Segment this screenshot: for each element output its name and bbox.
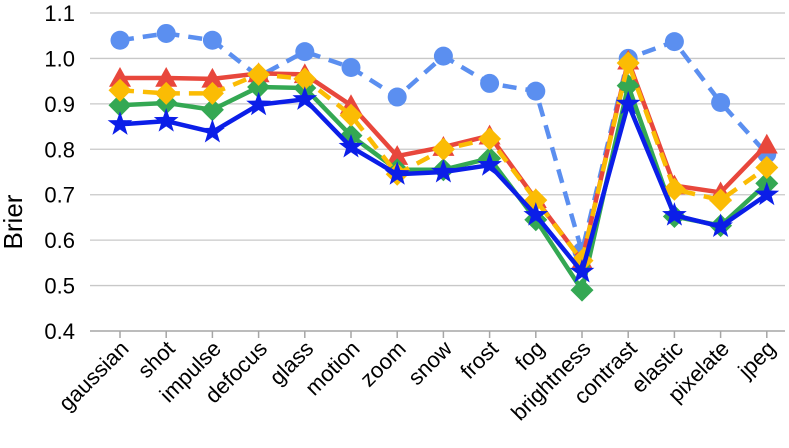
data-point [153,108,179,132]
data-point [480,73,500,93]
y-tick-label: 0.7 [44,183,75,208]
data-point [109,66,131,87]
y-tick-label: 0.8 [44,137,75,162]
data-point [202,30,222,50]
data-point [433,46,453,66]
data-point [295,42,315,62]
data-point [662,177,686,201]
x-tick-label: zoom [355,336,411,392]
data-point [523,202,549,226]
data-point [201,67,224,88]
data-point [662,202,687,226]
y-tick-label: 0.5 [44,274,75,299]
data-point [107,111,133,135]
data-point [110,30,130,50]
y-tick-label: 1.1 [44,1,75,26]
data-point [246,91,271,116]
x-axis [90,330,785,338]
series-layer [107,23,780,302]
x-tick-label: snow [403,336,457,390]
data-point [293,67,317,91]
data-point [155,66,178,87]
data-point [247,75,271,99]
data-point [200,98,224,122]
y-tick-label: 0.9 [44,92,75,117]
y-axis-ticks: 0.4 0.5 0.6 0.7 0.8 0.9 1.0 1.1 [44,1,75,344]
y-tick-label: 0.4 [44,319,75,344]
data-point [708,213,733,238]
data-point [477,152,502,176]
data-point [570,278,594,302]
data-point [247,62,271,86]
data-point [200,81,224,105]
y-tick-label: 0.6 [44,228,75,253]
data-point [755,155,779,179]
data-point [709,188,733,212]
data-point [754,181,780,206]
series-5 [107,86,780,283]
x-axis-ticks: gaussian shotimpulsedefocusglassmotionzoo… [54,336,781,426]
data-point [431,137,455,161]
data-point [387,87,407,107]
x-tick-label: gaussian [54,336,134,416]
data-point [384,161,410,185]
data-point [431,159,456,183]
data-point [478,127,502,151]
y-axis-title: Brier [0,194,28,249]
data-point [108,93,132,117]
data-point [108,78,132,102]
data-point [616,51,640,75]
data-point [339,103,363,127]
data-point [154,81,178,105]
data-point [338,134,364,158]
data-point [386,145,409,165]
data-point [526,81,546,101]
data-point [755,133,778,154]
data-point [569,258,595,283]
data-point [292,86,318,110]
data-point [615,90,641,115]
data-point [200,119,225,143]
data-point [156,23,176,43]
y-tick-label: 1.0 [44,46,75,71]
data-point [711,92,731,112]
data-point [664,32,684,52]
x-tick-label: jpeg [733,336,781,384]
x-tick-label: frost [455,336,503,384]
data-point [341,58,361,78]
